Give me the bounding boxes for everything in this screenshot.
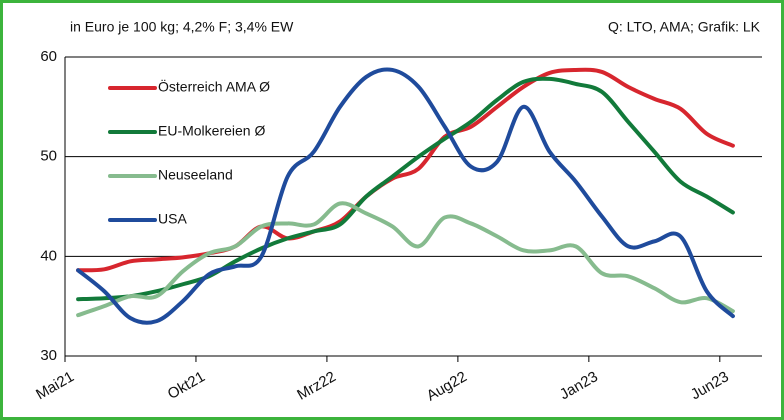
y-tick-label: 30 <box>40 347 57 364</box>
y-tick-label: 50 <box>40 148 57 165</box>
legend-label: USA <box>158 211 187 227</box>
y-tick-label: 60 <box>40 48 57 65</box>
legend-label: EU-Molkereien Ø <box>158 123 265 139</box>
series-line <box>76 67 735 325</box>
y-tick-label: 40 <box>40 247 57 264</box>
legend-label: Neuseeland <box>158 167 233 183</box>
legend-label: Österreich AMA Ø <box>158 78 270 95</box>
series-line <box>76 67 735 273</box>
series-line <box>76 76 735 302</box>
chart-subtitle: in Euro je 100 kg; 4,2% F; 3,4% EW <box>70 19 294 35</box>
series-line <box>76 201 735 318</box>
chart-source: Q: LTO, AMA; Grafik: LK <box>608 19 761 35</box>
